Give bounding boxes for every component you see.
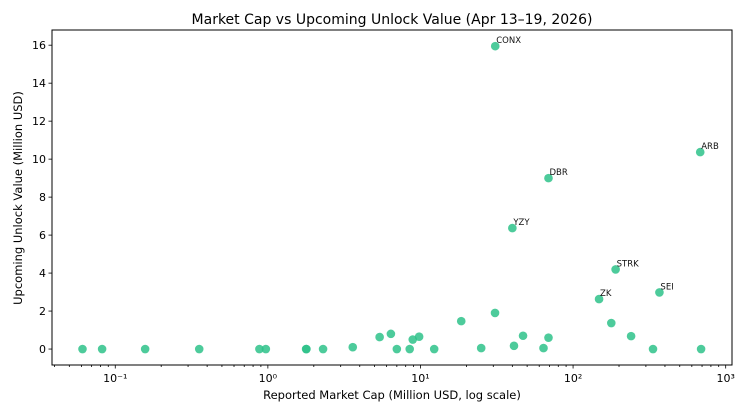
data-point <box>140 344 150 354</box>
point-label: CONX <box>496 36 521 46</box>
data-point <box>348 342 358 352</box>
data-point <box>456 316 466 326</box>
data-point <box>544 333 553 342</box>
data-point <box>626 331 636 341</box>
data-point <box>97 344 107 354</box>
y-tick-label: 10 <box>32 153 46 166</box>
x-tick-label: 10⁻¹ <box>103 372 127 385</box>
data-point <box>261 344 271 354</box>
y-tick-label: 6 <box>39 229 46 242</box>
y-tick-label: 0 <box>39 343 46 356</box>
data-point <box>606 318 616 328</box>
y-tick-label: 4 <box>39 267 46 280</box>
x-axis-label: Reported Market Cap (Million USD, log sc… <box>263 388 521 402</box>
data-point <box>696 344 706 354</box>
point-label: ARB <box>701 142 719 152</box>
point-label: DBR <box>549 168 567 178</box>
y-tick-label: 14 <box>32 77 46 90</box>
chart-title: Market Cap vs Upcoming Unlock Value (Apr… <box>192 12 593 28</box>
x-tick-label: 10⁰ <box>259 372 278 385</box>
data-point <box>539 343 548 353</box>
data-point <box>655 288 664 297</box>
data-point <box>392 344 402 354</box>
data-point <box>78 344 87 354</box>
data-point <box>544 173 553 183</box>
point-label: YZY <box>512 218 530 228</box>
y-tick-label: 12 <box>32 115 46 128</box>
data-point <box>429 344 439 354</box>
data-point <box>508 223 517 233</box>
data-point <box>194 344 204 354</box>
x-tick-label: 10¹ <box>411 372 429 385</box>
data-point <box>386 329 396 339</box>
y-tick-label: 8 <box>39 191 46 204</box>
data-point <box>695 147 705 157</box>
data-point <box>611 265 620 274</box>
point-label: SEI <box>660 282 673 292</box>
data-point <box>476 343 486 353</box>
y-tick-label: 2 <box>39 305 46 318</box>
data-point <box>318 344 328 354</box>
data-point <box>594 294 604 304</box>
y-tick-label: 16 <box>32 39 46 52</box>
data-point <box>518 331 528 341</box>
x-tick-label: 10³ <box>716 372 734 385</box>
y-axis-label: Upcoming Unlock Value (Million USD) <box>11 91 25 305</box>
data-point <box>414 332 424 342</box>
data-point <box>405 344 415 354</box>
data-point <box>509 341 519 351</box>
point-label: STRK <box>617 259 639 269</box>
data-point <box>490 41 500 51</box>
plot-frame <box>51 29 733 366</box>
data-point <box>490 308 500 318</box>
data-point <box>255 344 264 354</box>
point-label: ZK <box>600 289 612 299</box>
data-point <box>302 344 311 354</box>
x-tick-label: 10² <box>564 372 582 385</box>
data-point <box>648 344 658 354</box>
data-point <box>375 332 384 342</box>
